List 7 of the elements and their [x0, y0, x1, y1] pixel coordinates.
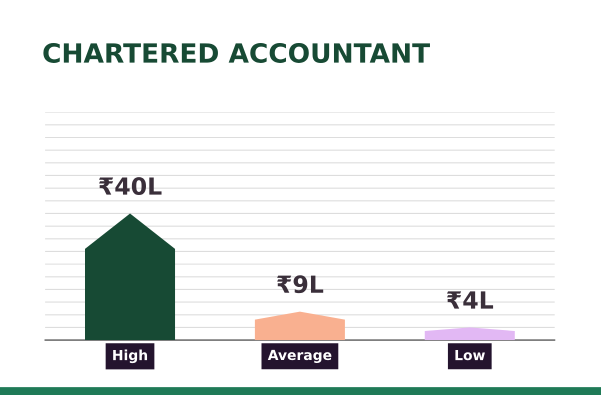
- x-tick-label: High: [113, 350, 148, 364]
- data-label: ₹4L: [447, 291, 494, 309]
- data-label: ₹9L: [277, 275, 324, 294]
- x-tick-label: Low: [455, 350, 485, 360]
- x-tick-label: Average: [268, 350, 332, 363]
- data-label: ₹40L: [99, 177, 162, 196]
- chart-title: CHARTERED ACCOUNTANT: [43, 42, 430, 63]
